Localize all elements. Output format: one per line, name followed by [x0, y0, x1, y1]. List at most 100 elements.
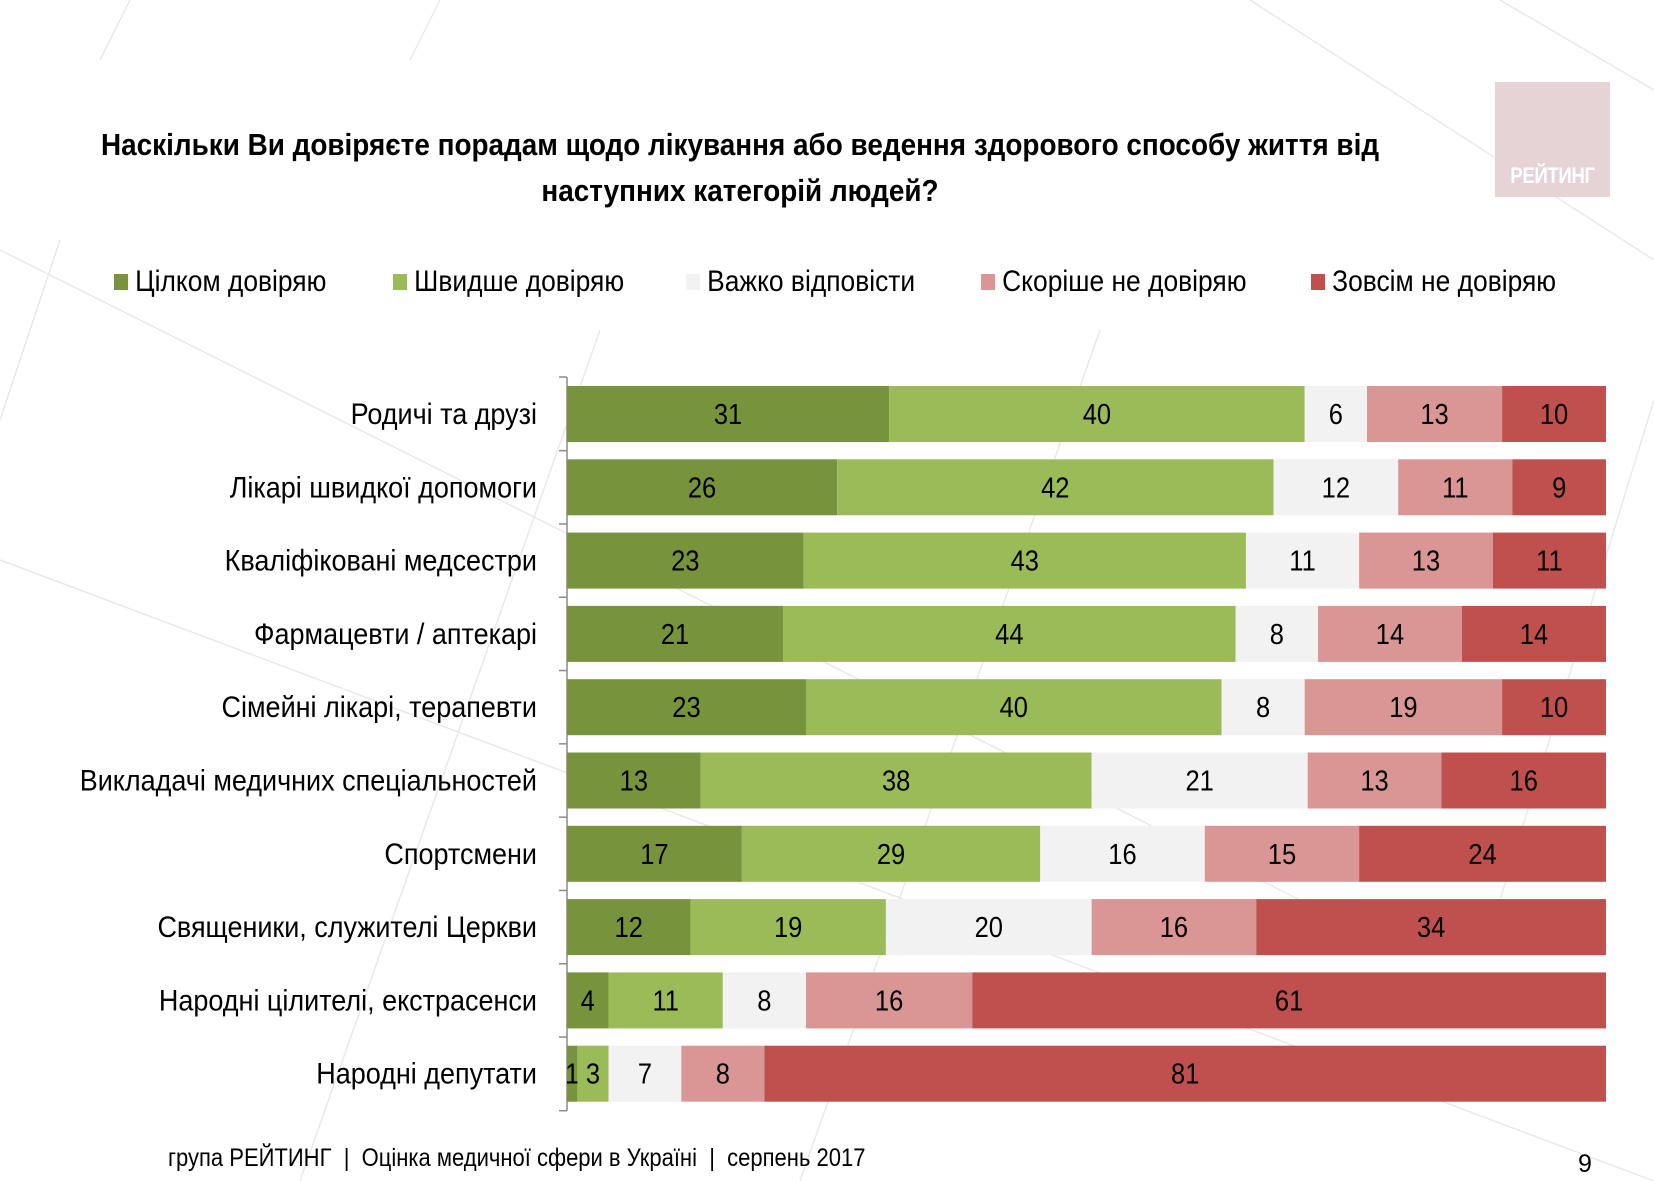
bar-segment	[1235, 605, 1318, 662]
data-label: 26	[688, 471, 716, 504]
bar-segment	[1461, 605, 1606, 662]
bar-segment	[805, 679, 1222, 736]
bar-segment	[837, 459, 1274, 516]
data-label: 29	[877, 837, 905, 870]
legend-label: Цілком довіряю	[135, 265, 327, 298]
bar-segment	[567, 825, 742, 882]
data-label: 13	[620, 764, 648, 797]
footer: група РЕЙТИНГ | Оцінка медичної сфери в …	[168, 1144, 865, 1173]
bar-segment	[889, 386, 1305, 442]
data-label: 61	[1275, 984, 1303, 1017]
data-label: 19	[774, 911, 802, 944]
data-label: 34	[1417, 911, 1445, 944]
chart-legend: Цілком довіряю Швидше довіряю Важко відпов…	[0, 262, 1654, 302]
rating-logo: РЕЙТИНГ	[1495, 82, 1610, 197]
data-label: 21	[661, 617, 689, 650]
bar-segment	[700, 752, 1092, 809]
data-label: 15	[1268, 837, 1296, 870]
bar-segment	[690, 899, 886, 956]
bar-segment	[783, 605, 1236, 662]
data-label: 8	[757, 984, 771, 1017]
bar-segment	[1512, 459, 1606, 516]
legend-item: Цілком довіряю	[114, 262, 326, 302]
data-label: 23	[671, 544, 699, 577]
category-label: Сімейні лікарі, терапевти	[222, 691, 537, 725]
data-label: 31	[714, 397, 742, 430]
footer-date: серпень 2017	[727, 1144, 866, 1172]
category-label: Кваліфіковані медсестри	[225, 544, 537, 578]
legend-item: Зовсім не довіряю	[1311, 262, 1556, 302]
data-label: 4	[581, 984, 595, 1017]
data-label: 8	[1256, 691, 1270, 724]
data-label: 23	[672, 691, 700, 724]
page-number: 9	[1578, 1150, 1592, 1178]
bar-row: Народні цілителі, екстрасенси 4 11 8 16 61	[159, 972, 1606, 1029]
bar-segment	[1502, 386, 1606, 442]
bar-segment	[1317, 605, 1462, 662]
category-label: Народні депутати	[316, 1057, 537, 1091]
bar-segment	[567, 532, 804, 589]
bar-segment	[1256, 899, 1606, 956]
data-label: 16	[1108, 837, 1136, 870]
legend-label: Швидше довіряю	[414, 265, 625, 298]
data-label: 10	[1540, 397, 1568, 430]
category-label: Фармацевти / аптекарі	[254, 618, 537, 652]
bar-segment	[1221, 679, 1305, 736]
data-label: 19	[1389, 691, 1417, 724]
bar-row: Викладачі медичних спеціальностей 13 38 21 1…	[80, 752, 1606, 809]
logo-text: РЕЙТИНГ	[1510, 163, 1595, 188]
data-label: 8	[1270, 617, 1284, 650]
data-label: 11	[1536, 544, 1562, 577]
data-label: 38	[882, 764, 910, 797]
category-label: Спортсмени	[384, 838, 537, 872]
data-label: 42	[1041, 471, 1069, 504]
data-label: 40	[1083, 397, 1111, 430]
bar-segment	[681, 1045, 765, 1102]
data-label: 6	[1329, 397, 1343, 430]
legend-label: Зовсім не довіряю	[1332, 265, 1557, 298]
bar-row: Лікарі швидкої допомоги 26 42 12 11 9	[230, 459, 1606, 516]
data-label: 20	[975, 911, 1003, 944]
bar-segment	[567, 1045, 578, 1102]
data-label: 16	[1510, 764, 1538, 797]
data-label: 13	[1360, 764, 1388, 797]
data-label: 3	[586, 1057, 600, 1090]
legend-item: Важко відповісти	[686, 262, 915, 302]
bar-segment	[1367, 386, 1503, 442]
category-label: Лікарі швидкої допомоги	[230, 471, 537, 505]
bar-segment	[1307, 752, 1442, 809]
footer-separator: |	[343, 1144, 350, 1172]
bar-row: Спортсмени 17 29 16 15 24	[384, 825, 1606, 882]
bar-segment	[803, 532, 1246, 589]
bar-segment	[567, 605, 784, 662]
bar-segment	[567, 972, 609, 1029]
data-label: 16	[1160, 911, 1188, 944]
bar-segment	[567, 386, 890, 442]
data-label: 44	[995, 617, 1023, 650]
category-label: Священики, служителі Церкви	[157, 911, 537, 945]
bar-segment	[1398, 459, 1513, 516]
bar-row: Родичі та друзі 31 40 6 13 10	[351, 386, 1606, 442]
bar-segment	[567, 459, 838, 516]
data-label: 7	[638, 1057, 652, 1090]
category-label: Народні цілителі, екстрасенси	[159, 984, 537, 1018]
bar-segment	[1492, 532, 1606, 589]
data-label: 12	[615, 911, 643, 944]
data-label: 14	[1376, 617, 1404, 650]
bar-segment	[1091, 899, 1257, 956]
legend-item: Швидше довіряю	[393, 262, 624, 302]
footer-org: група РЕЙТИНГ	[168, 1144, 332, 1172]
bar-segment	[764, 1045, 1606, 1102]
bar-segment	[1359, 532, 1493, 589]
bar-segment	[1359, 825, 1606, 882]
bar-segment	[1245, 532, 1360, 589]
bar-segment	[567, 899, 691, 956]
data-label: 11	[652, 984, 678, 1017]
bar-segment	[577, 1045, 609, 1102]
bar-row: Сімейні лікарі, терапевти 23 40 8 19 10	[222, 679, 1606, 736]
bar-segment	[885, 899, 1092, 956]
data-label: 13	[1420, 397, 1448, 430]
footer-separator: |	[709, 1144, 715, 1172]
data-label: 43	[1011, 544, 1039, 577]
